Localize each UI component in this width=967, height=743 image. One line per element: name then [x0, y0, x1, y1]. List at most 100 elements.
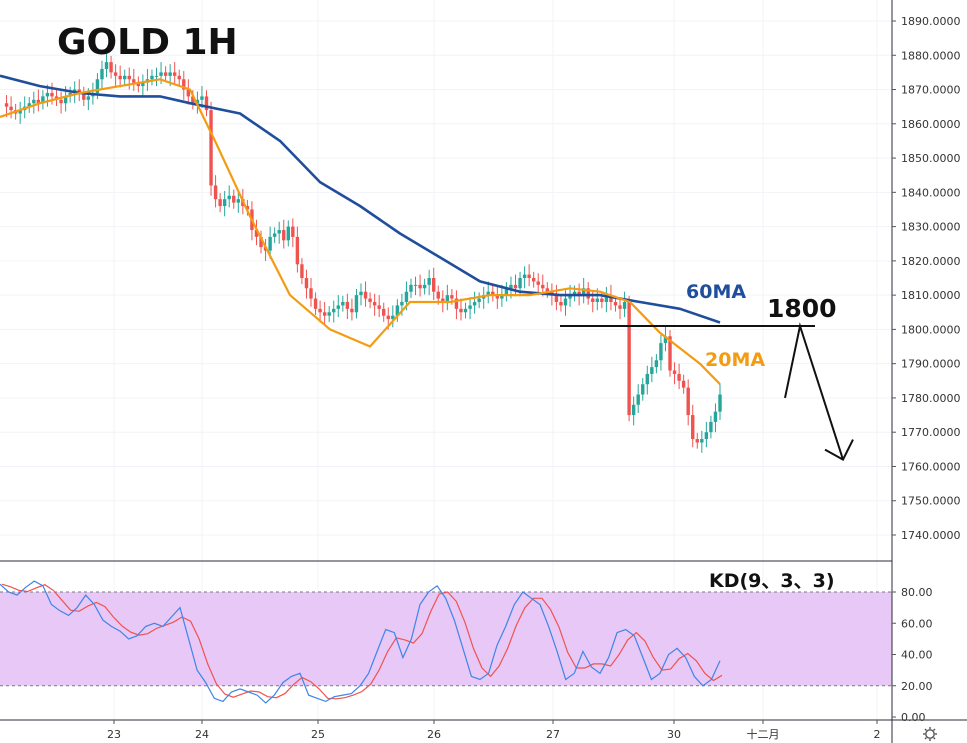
price-tick-label-12: 1770.0000 [901, 426, 961, 439]
candle-body-35 [159, 72, 163, 76]
price-tick-label-3: 1860.0000 [901, 118, 961, 131]
candle-body-77 [350, 308, 354, 313]
candle-body-78 [354, 295, 359, 313]
ma60-line [0, 74, 721, 324]
candle-body-88 [400, 301, 404, 306]
candle-body-83 [377, 305, 381, 309]
candle-body-126 [572, 291, 577, 296]
candle-body-6 [27, 103, 31, 107]
candle-body-100 [454, 298, 459, 309]
candle-body-46 [209, 110, 213, 186]
candle-body-157 [713, 411, 718, 422]
candle-body-93 [422, 284, 427, 289]
time-tick-label-1: 24 [195, 728, 209, 741]
candle-body-7 [32, 99, 36, 104]
price-tick-label-4: 1850.0000 [901, 152, 961, 165]
candle-body-119 [541, 284, 545, 289]
kd-tick-label-2: 40.00 [901, 649, 933, 662]
candle-body-18 [82, 92, 86, 100]
candle-body-91 [413, 284, 418, 286]
candle-body-129 [586, 288, 590, 299]
candle-body-28 [127, 75, 131, 80]
time-tick-label-7: 2 [874, 728, 881, 741]
candles [4, 51, 722, 453]
candle-body-98 [445, 295, 450, 302]
candle-body-39 [177, 75, 181, 80]
candle-body-156 [709, 421, 713, 433]
candle-body-95 [432, 278, 436, 292]
candle-body-23 [104, 62, 109, 69]
candle-body-67 [304, 278, 309, 289]
candle-body-65 [295, 236, 300, 265]
candle-body-37 [168, 72, 172, 76]
time-tick-label-4: 27 [546, 728, 560, 741]
candle-body-60 [272, 233, 277, 237]
projection-arrow-head [824, 439, 854, 461]
price-tick-label-1: 1880.0000 [901, 49, 961, 62]
candle-body-124 [563, 298, 568, 306]
candle-body-128 [581, 288, 586, 296]
candle-body-85 [386, 315, 390, 320]
candle-body-21 [95, 79, 100, 93]
price-tick-label-5: 1840.0000 [901, 186, 961, 199]
candle-body-102 [463, 308, 468, 313]
candle-body-125 [568, 295, 572, 299]
kd-band [0, 591, 892, 687]
kd-tick-label-0: 80.00 [901, 586, 933, 599]
candle-body-115 [522, 274, 527, 278]
candle-body-104 [472, 301, 477, 306]
candle-body-50 [227, 195, 231, 200]
candle-body-34 [154, 75, 159, 77]
candle-body-84 [382, 308, 386, 316]
candle-body-27 [122, 75, 127, 80]
candle-body-132 [600, 298, 604, 302]
candle-body-1 [4, 103, 9, 107]
candle-body-112 [509, 284, 513, 289]
candle-body-149 [677, 373, 681, 381]
candle-body-158 [718, 394, 722, 412]
settings-gear-icon[interactable] [923, 727, 937, 741]
candle-body-94 [427, 278, 431, 285]
candle-body-2 [9, 106, 13, 111]
price-tick-label-15: 1740.0000 [901, 529, 961, 542]
price-tick-label-10: 1790.0000 [901, 358, 961, 371]
candle-body-62 [282, 230, 286, 241]
candle-body-36 [163, 72, 168, 76]
candle-body-10 [45, 92, 50, 97]
candle-body-24 [109, 62, 113, 73]
candle-body-130 [591, 298, 595, 302]
candle-body-153 [695, 439, 699, 443]
time-tick-label-5: 30 [667, 728, 681, 741]
candle-body-146 [663, 336, 668, 344]
candle-body-68 [309, 288, 313, 299]
candle-body-9 [41, 96, 45, 104]
candle-body-141 [641, 384, 645, 395]
candle-body-25 [113, 72, 118, 76]
candle-body-11 [50, 92, 54, 97]
candle-body-14 [63, 96, 68, 104]
candle-body-73 [332, 308, 336, 313]
candle-body-123 [559, 301, 563, 306]
candle-body-81 [368, 298, 372, 302]
candle-body-13 [59, 99, 63, 104]
kd-tick-label-1: 60.00 [901, 617, 933, 630]
candle-body-145 [659, 343, 663, 361]
ma20-label: 20MA [705, 349, 765, 371]
price-tick-label-8: 1810.0000 [901, 289, 961, 302]
candle-body-56 [254, 230, 259, 237]
candle-body-17 [77, 89, 81, 93]
candle-body-4 [18, 110, 22, 114]
candle-body-40 [182, 79, 186, 90]
price-tick-label-14: 1750.0000 [901, 495, 961, 508]
price-tick-label-13: 1760.0000 [901, 460, 961, 473]
candle-body-139 [631, 404, 636, 416]
candle-body-133 [604, 295, 609, 302]
candle-body-49 [222, 199, 227, 207]
candle-body-151 [686, 387, 690, 416]
candle-body-42 [191, 96, 195, 104]
candle-body-140 [636, 394, 640, 405]
candle-body-79 [359, 291, 363, 296]
candle-body-147 [668, 336, 672, 371]
candle-body-99 [450, 295, 454, 299]
drawings [560, 322, 854, 461]
